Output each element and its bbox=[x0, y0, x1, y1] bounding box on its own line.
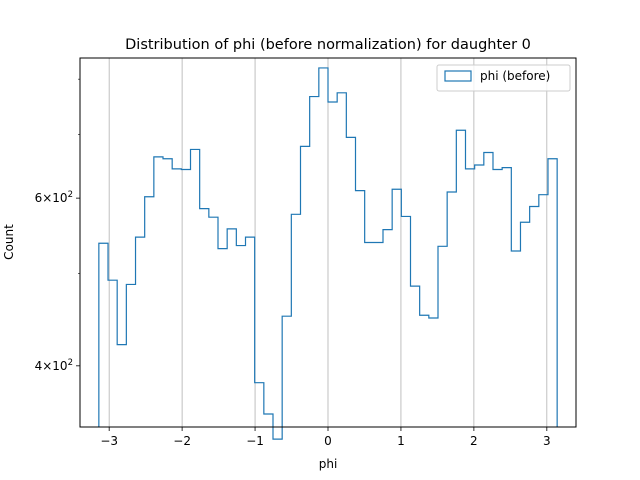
histogram-bin bbox=[502, 168, 511, 427]
histogram-bin bbox=[218, 249, 227, 427]
histogram-bin bbox=[108, 280, 117, 427]
y-axis-ticks: 4×102 6×102 bbox=[35, 78, 80, 373]
histogram-bin bbox=[163, 159, 172, 427]
histogram-bin bbox=[145, 197, 154, 427]
histogram-bin bbox=[383, 230, 392, 427]
histogram-bin bbox=[475, 165, 484, 427]
histogram-bin bbox=[493, 170, 502, 427]
histogram-bin bbox=[126, 284, 135, 427]
x-tick-label: −1 bbox=[246, 434, 264, 448]
histogram-bin bbox=[374, 242, 383, 427]
histogram-bin bbox=[438, 246, 447, 427]
x-tick-label: 3 bbox=[543, 434, 551, 448]
histogram-bin bbox=[548, 159, 557, 427]
histogram-bin bbox=[484, 153, 493, 427]
histogram-bin bbox=[264, 414, 273, 427]
histogram-bin bbox=[310, 97, 319, 427]
histogram-bin bbox=[282, 316, 291, 427]
histogram-bin bbox=[236, 246, 245, 427]
x-tick-label: −3 bbox=[100, 434, 118, 448]
histogram-bin bbox=[456, 130, 465, 427]
chart-title: Distribution of phi (before normalizatio… bbox=[125, 37, 531, 53]
histogram-bin bbox=[227, 229, 236, 427]
histogram-bin bbox=[291, 214, 300, 427]
histogram-bin bbox=[209, 217, 218, 427]
histogram-bin bbox=[420, 315, 429, 427]
y-tick-label: 4×102 bbox=[35, 358, 73, 373]
histogram-bin bbox=[530, 206, 539, 427]
histogram-bin bbox=[117, 345, 126, 427]
histogram-bin bbox=[410, 286, 419, 427]
x-axis-label: phi bbox=[319, 457, 338, 471]
histogram-bin bbox=[246, 237, 255, 427]
histogram-bin bbox=[520, 222, 529, 427]
x-tick-label: 0 bbox=[324, 434, 332, 448]
histogram-bin bbox=[511, 251, 520, 427]
histogram-bin bbox=[337, 93, 346, 427]
histogram-bin bbox=[136, 237, 145, 427]
x-tick-label: 1 bbox=[397, 434, 405, 448]
histogram-bin bbox=[154, 157, 163, 427]
histogram-bin bbox=[429, 318, 438, 427]
legend-swatch bbox=[444, 70, 472, 82]
histogram-bin bbox=[181, 170, 190, 427]
y-tick-label: 6×102 bbox=[35, 190, 73, 205]
x-tick-label: 2 bbox=[470, 434, 478, 448]
histogram-series bbox=[98, 67, 558, 440]
histogram-bin bbox=[172, 169, 181, 427]
legend: phi (before) bbox=[436, 64, 571, 92]
histogram-bin bbox=[365, 242, 374, 427]
histogram-bin bbox=[200, 209, 209, 427]
histogram-bin bbox=[401, 216, 410, 427]
y-axis-label: Count bbox=[2, 224, 16, 260]
histogram-bin bbox=[191, 149, 200, 427]
x-axis-ticks: −3 −2 −1 0 1 2 3 bbox=[100, 427, 551, 448]
histogram-step-line bbox=[98, 67, 558, 440]
legend-label: phi (before) bbox=[480, 69, 550, 83]
histogram-bin bbox=[301, 146, 310, 427]
histogram-bin bbox=[465, 169, 474, 427]
histogram-bin bbox=[392, 189, 401, 427]
histogram-bin bbox=[447, 192, 456, 427]
histogram-bin bbox=[355, 191, 364, 427]
x-tick-label: −2 bbox=[173, 434, 191, 448]
histogram-bin bbox=[539, 195, 548, 427]
histogram-bin bbox=[328, 102, 337, 427]
histogram-bin bbox=[255, 383, 264, 427]
histogram-bin bbox=[99, 243, 108, 427]
histogram-bin bbox=[346, 137, 355, 427]
histogram-bin bbox=[319, 68, 328, 427]
